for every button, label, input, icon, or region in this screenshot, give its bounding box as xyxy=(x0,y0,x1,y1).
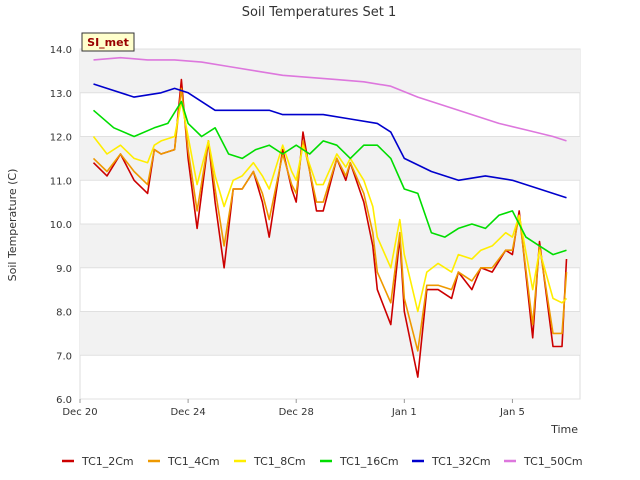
legend-label-tc1-16cm: TC1_16Cm xyxy=(339,455,399,468)
y-tick-label: 14.0 xyxy=(50,45,72,56)
station-label-box xyxy=(81,32,135,52)
y-tick-label: 12.0 xyxy=(50,133,72,144)
legend-label-tc1-4cm: TC1_4Cm xyxy=(167,455,220,468)
y-tick-label: 6.0 xyxy=(56,395,72,406)
series-line-tc1-16cm xyxy=(92,100,567,256)
y-tick-label: 13.0 xyxy=(50,89,72,100)
x-tick-label: Dec 24 xyxy=(170,407,205,418)
x-tick-label: Jan 5 xyxy=(499,407,525,418)
x-tick-label: Dec 20 xyxy=(62,407,97,418)
chart-title: Soil Temperatures Set 1 xyxy=(242,5,397,20)
series-line-tc1-50cm xyxy=(93,56,567,142)
y-axis-label: Soil Temperature (C) xyxy=(6,169,19,282)
legend-label-tc1-32cm: TC1_32Cm xyxy=(431,455,491,468)
x-tick-label: Jan 1 xyxy=(391,407,417,418)
y-tick-label: 8.0 xyxy=(56,308,72,319)
plot-band xyxy=(80,311,580,356)
y-tick-label: 9.0 xyxy=(56,264,72,275)
legend: TC1_2Cm TC1_4Cm TC1_8Cm TC1_16Cm TC1_32Cm TC1… xyxy=(62,455,583,468)
series-lines xyxy=(92,56,568,378)
legend-label-tc1-8cm: TC1_8Cm xyxy=(253,455,306,468)
series-line-tc1-4cm xyxy=(92,87,568,352)
series-line-tc1-32cm xyxy=(93,83,567,199)
y-axis-ticks: 6.0 7.0 8.0 9.0 10.0 11.0 12.0 13.0 14.0 xyxy=(50,45,72,406)
legend-label-tc1-50cm: TC1_50Cm xyxy=(523,455,583,468)
station-label-badge: SI_met xyxy=(81,32,135,52)
y-tick-label: 10.0 xyxy=(50,220,72,231)
legend-label-tc1-2cm: TC1_2Cm xyxy=(81,455,134,468)
y-tick-label: 11.0 xyxy=(50,176,72,187)
y-tick-label: 7.0 xyxy=(56,351,72,362)
x-tick-label: Dec 28 xyxy=(279,407,314,418)
x-axis-label: Time xyxy=(550,423,578,436)
station-label-text: SI_met xyxy=(87,36,129,49)
x-axis-ticks: Dec 20 Dec 24 Dec 28 Jan 1 Jan 5 xyxy=(62,399,525,418)
plot-band xyxy=(80,224,580,268)
plot-band xyxy=(80,49,580,93)
